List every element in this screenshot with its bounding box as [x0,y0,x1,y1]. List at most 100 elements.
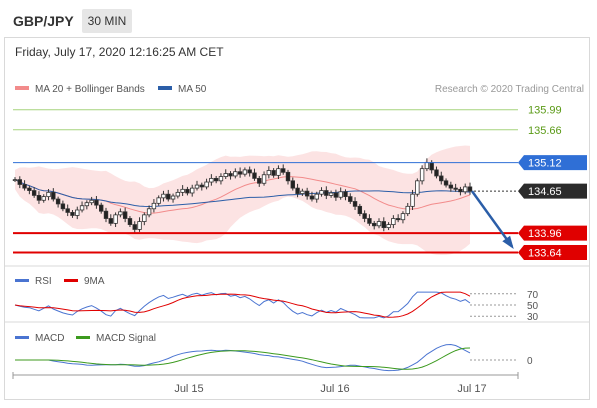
level-tag [518,245,587,261]
candle [218,173,224,185]
candle [257,175,262,187]
level-label: 135.99 [528,105,562,117]
candle [300,188,305,197]
candle [386,222,391,231]
legend-rsi-label: RSI [35,276,52,287]
level-label: 133.96 [528,228,562,240]
candle [12,177,18,183]
candle [271,168,276,178]
candle [22,180,27,191]
candle [237,167,243,178]
candle [199,182,204,191]
candle [367,214,372,226]
candle [103,207,109,223]
candle [170,193,176,203]
candle [94,196,99,209]
macd-pane: 0 [15,343,533,372]
candle [338,187,343,200]
legend-rsi-ma-swatch [64,279,78,282]
candle [252,168,257,181]
candle [204,178,209,190]
macd-signal-line [15,347,471,370]
candle [175,189,181,199]
candle [391,215,396,229]
candle [27,185,32,195]
time-tick-label: Jul 15 [174,383,203,395]
candle [213,175,219,184]
candle [376,218,382,229]
candle [304,187,310,200]
candle [281,164,286,175]
candle [453,183,458,192]
candle [99,202,104,214]
candle [372,220,377,230]
candle [400,211,406,224]
candle [166,189,171,202]
candle [137,217,142,232]
timeframe-button[interactable]: 30 MIN [82,9,132,33]
candle [415,178,420,197]
projection-arrowhead [502,235,514,249]
candle [70,209,75,218]
candle [156,195,161,206]
candle [122,207,128,223]
rsi-level-label: 70 [527,290,539,301]
candle [75,206,80,220]
candle [46,189,51,201]
candle [31,187,37,198]
level-tag [518,183,587,199]
candle [185,186,190,196]
rsi-level-label: 50 [527,301,539,312]
candle [314,191,319,203]
candle [295,183,300,198]
chart-header: GBP/JPY 30 MIN [0,0,597,34]
rsi-line [14,291,471,319]
candle [405,203,410,217]
candle [333,189,339,201]
legend-rsi-swatch [15,279,29,282]
candle [41,194,46,203]
legend-macd-signal-label: MACD Signal [96,333,156,344]
candle [209,174,214,186]
candle [319,187,324,197]
candle [194,180,200,191]
candle [434,166,439,179]
legend-macd-label: MACD [35,333,64,344]
candle [113,212,118,228]
candle [161,190,166,202]
candle [146,205,152,218]
legend-ma20-swatch [15,86,29,90]
candle [233,168,238,179]
bollinger-band [15,145,470,255]
candle [228,171,233,180]
candle [60,200,66,212]
candle [410,189,415,210]
level-label: 134.65 [528,186,562,198]
candle [324,186,329,200]
candle [108,214,113,226]
candle [247,166,252,177]
level-label: 133.64 [528,248,562,260]
candle [127,216,133,228]
candle [65,204,70,217]
candle [242,167,248,177]
rsi-level-label: 30 [527,312,539,323]
candle [419,165,425,185]
candle [381,217,386,232]
legend-ma50-swatch [158,86,172,90]
candle [309,191,315,202]
legend-macd-swatch [15,336,29,339]
candle [352,197,358,210]
legend-macd-signal-swatch [76,336,90,339]
candle [362,210,367,223]
rsi-ma-line [14,291,471,318]
ma50-line [14,179,471,208]
candle [84,200,90,210]
candle [285,169,291,185]
candle [36,191,42,204]
candle [180,185,185,197]
level-tag [518,225,587,241]
candle [395,214,401,223]
